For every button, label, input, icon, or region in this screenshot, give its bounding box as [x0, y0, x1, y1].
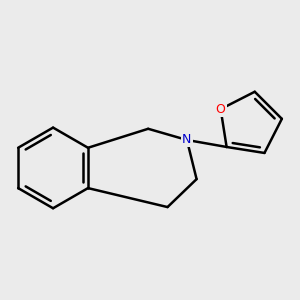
- Text: N: N: [182, 134, 192, 146]
- Text: O: O: [216, 103, 226, 116]
